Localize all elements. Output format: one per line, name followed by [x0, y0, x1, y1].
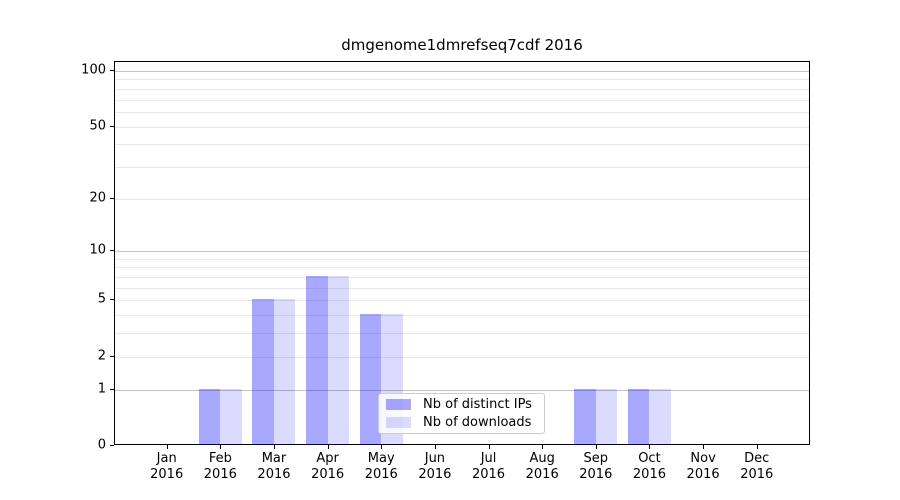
bar-distinct-ips	[627, 388, 650, 445]
bar-distinct-ips	[306, 276, 328, 445]
legend-item-distinct-ips: Nb of distinct IPs	[386, 397, 544, 412]
bar-distinct-ips	[574, 388, 596, 445]
x-tick-label: Jul 2016	[471, 451, 506, 482]
bar-distinct-ips	[252, 299, 274, 445]
x-tick-label: Nov 2016	[686, 451, 720, 482]
x-axis-tick	[220, 445, 222, 449]
x-tick-label: Apr 2016	[311, 451, 345, 482]
gridline-minor	[115, 144, 809, 146]
x-tick-label: Aug 2016	[525, 451, 559, 482]
x-tick-label: Oct 2016	[632, 451, 666, 482]
legend-item-downloads: Nb of downloads	[386, 415, 544, 430]
y-axis-tick	[110, 299, 114, 301]
y-axis-tick	[110, 70, 114, 71]
x-axis-tick	[703, 445, 705, 449]
x-axis-tick	[434, 445, 436, 449]
x-tick-label: Jan 2016	[150, 451, 184, 482]
x-axis-tick	[381, 445, 383, 449]
y-axis-tick	[110, 250, 114, 252]
gridline-minor	[115, 99, 809, 101]
bar-distinct-ips	[359, 314, 382, 445]
gridline-minor	[115, 267, 809, 269]
x-axis-tick	[488, 445, 490, 449]
bar-downloads	[273, 299, 296, 445]
bar-distinct-ips	[198, 388, 221, 445]
gridline-major	[115, 389, 809, 391]
legend: Nb of distinct IPs Nb of downloads	[378, 393, 545, 434]
y-tick-label: 100	[81, 62, 106, 78]
gridline-minor	[115, 258, 809, 260]
gridline-minor	[115, 300, 809, 302]
legend-label-downloads: Nb of downloads	[423, 415, 532, 430]
x-axis-tick	[273, 445, 275, 449]
y-tick-label: 2	[97, 348, 106, 364]
gridline-minor	[115, 88, 809, 90]
y-tick-label: 5	[97, 291, 106, 307]
y-axis-tick	[110, 445, 114, 446]
bar-downloads	[595, 388, 618, 445]
y-tick-label: 0	[97, 437, 106, 453]
gridline-minor	[115, 198, 809, 200]
x-axis-tick	[542, 445, 544, 449]
x-tick-label: Feb 2016	[203, 451, 237, 482]
x-axis-tick	[166, 445, 168, 449]
y-axis-tick	[110, 197, 114, 199]
bar-downloads	[220, 388, 242, 445]
gridline-minor	[115, 287, 809, 289]
x-axis-tick	[756, 445, 758, 449]
x-tick-label: Dec 2016	[740, 451, 774, 482]
x-tick-label: May 2016	[364, 451, 398, 482]
gridline-minor	[115, 277, 809, 279]
legend-swatch-downloads	[386, 417, 411, 428]
y-tick-label: 1	[97, 381, 106, 397]
x-tick-label: Sep 2016	[579, 451, 613, 482]
x-axis-tick	[595, 445, 597, 449]
bar-downloads	[327, 276, 350, 445]
gridline-minor	[115, 111, 809, 113]
y-tick-label: 50	[89, 118, 106, 134]
gridline-minor	[115, 126, 809, 128]
legend-swatch-distinct-ips	[386, 399, 411, 410]
y-axis-tick	[110, 388, 114, 390]
gridline-minor	[115, 356, 809, 358]
x-tick-label: Mar 2016	[257, 451, 291, 482]
gridline-minor	[115, 333, 809, 335]
bar-downloads	[649, 388, 671, 445]
x-axis-tick	[327, 445, 329, 449]
gridline-minor	[115, 166, 809, 168]
chart-title: dmgenome1dmrefseq7cdf 2016	[341, 36, 583, 54]
y-tick-label: 20	[89, 190, 106, 206]
y-axis-tick	[110, 355, 114, 357]
y-axis-tick	[110, 125, 114, 127]
x-tick-label: Jun 2016	[418, 451, 452, 482]
gridline-minor	[115, 315, 809, 317]
gridline-major	[115, 71, 809, 72]
gridline-major	[115, 251, 809, 253]
gridline-minor	[115, 79, 809, 81]
x-axis-tick	[649, 445, 651, 449]
y-tick-label: 10	[89, 242, 106, 258]
legend-label-distinct-ips: Nb of distinct IPs	[423, 397, 532, 412]
plot-area	[114, 61, 810, 445]
